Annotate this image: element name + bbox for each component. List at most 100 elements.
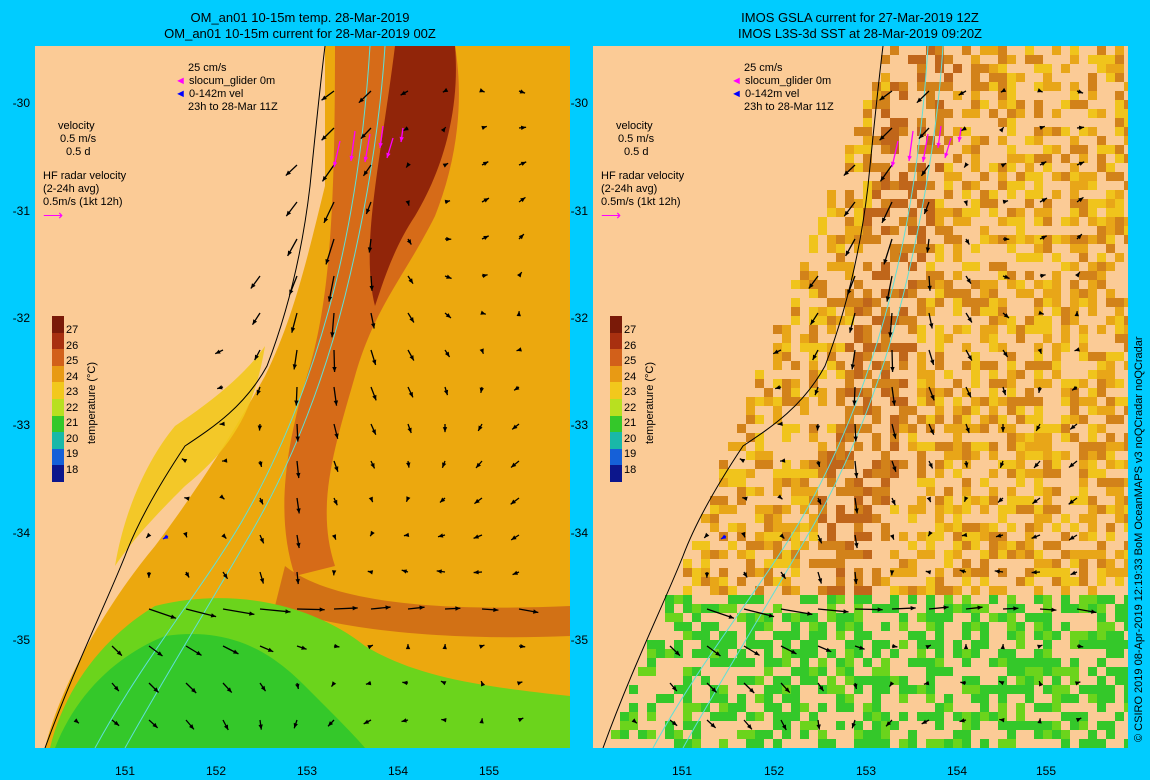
sst-pixel	[881, 379, 890, 388]
current-arrow-head	[889, 681, 895, 687]
current-arrow-head	[473, 534, 480, 539]
colorbar-segment	[610, 316, 622, 333]
sst-pixel	[818, 559, 827, 568]
sst-pixel	[809, 631, 818, 640]
sst-pixel	[1115, 298, 1124, 307]
sst-pixel	[863, 397, 872, 406]
sst-pixel	[1115, 442, 1124, 451]
sst-pixel	[791, 361, 800, 370]
sst-pixel	[998, 181, 1007, 190]
current-arrow-head	[854, 542, 859, 549]
shelf-water	[115, 346, 265, 566]
sst-pixel	[989, 163, 998, 172]
current-arrow-head	[960, 680, 966, 686]
sst-pixel	[737, 694, 746, 703]
sst-pixel	[1034, 487, 1043, 496]
sst-pixel	[899, 244, 908, 253]
current-arrow-head	[321, 135, 327, 141]
sst-pixel	[728, 505, 737, 514]
sst-pixel	[611, 730, 620, 739]
sst-pixel	[1115, 640, 1124, 649]
sst-pixel	[1025, 577, 1034, 586]
sst-pixel	[980, 82, 989, 91]
sst-pixel	[1097, 271, 1106, 280]
sst-pixel	[989, 298, 998, 307]
sst-pixel	[1124, 226, 1128, 235]
sst-pixel	[1124, 154, 1128, 163]
sst-pixel	[980, 739, 989, 748]
sst-pixel	[845, 676, 854, 685]
sst-pixel	[1007, 109, 1016, 118]
sst-pixel	[926, 622, 935, 631]
current-arrow-head	[322, 175, 328, 182]
sst-pixel	[719, 469, 728, 478]
current-arrow-head	[517, 272, 522, 278]
sst-pixel	[944, 424, 953, 433]
colorbar-segment	[610, 432, 622, 449]
sst-pixel	[1106, 649, 1115, 658]
sst-pixel	[1007, 181, 1016, 190]
sst-pixel	[1007, 730, 1016, 739]
current-arrow-head	[222, 573, 228, 579]
sst-pixel	[944, 739, 953, 748]
sst-pixel	[863, 262, 872, 271]
sst-pixel	[746, 712, 755, 721]
sst-pixel	[836, 595, 845, 604]
sst-pixel	[944, 703, 953, 712]
sst-pixel	[989, 46, 998, 55]
sst-pixel	[1088, 262, 1097, 271]
sst-pixel	[935, 100, 944, 109]
current-arrow-head	[330, 332, 335, 338]
sst-pixel	[728, 631, 737, 640]
sst-pixel	[701, 568, 710, 577]
current-arrow-head	[233, 649, 239, 654]
sst-pixel	[1007, 208, 1016, 217]
legend-scale: 25 cm/s	[188, 62, 227, 74]
sst-pixel	[710, 712, 719, 721]
current-arrow-head	[964, 162, 969, 168]
sst-pixel	[827, 523, 836, 532]
sst-pixel	[764, 397, 773, 406]
sst-pixel	[872, 271, 881, 280]
hot-spot	[369, 46, 456, 306]
sst-pixel	[1025, 388, 1034, 397]
current-arrow-head	[921, 156, 927, 162]
sst-pixel	[971, 64, 980, 73]
sst-pixel	[809, 559, 818, 568]
sst-pixel	[1106, 55, 1115, 64]
sst-pixel	[935, 631, 944, 640]
current-arrow-head	[924, 208, 929, 214]
sst-pixel	[854, 739, 863, 748]
sst-pixel	[890, 568, 899, 577]
sst-pixel	[836, 343, 845, 352]
sst-pixel	[1088, 685, 1097, 694]
sst-pixel	[827, 244, 836, 253]
sst-pixel	[1034, 172, 1043, 181]
sst-pixel	[719, 604, 728, 613]
sst-pixel	[746, 487, 755, 496]
sst-pixel	[1061, 694, 1070, 703]
sst-pixel	[953, 433, 962, 442]
sst-pixel	[890, 433, 899, 442]
sst-pixel	[935, 460, 944, 469]
sst-pixel	[1079, 451, 1088, 460]
sst-pixel	[872, 406, 881, 415]
sst-pixel	[755, 595, 764, 604]
sst-pixel	[674, 613, 683, 622]
sst-pixel	[890, 721, 899, 730]
sst-pixel	[800, 487, 809, 496]
sst-pixel	[881, 523, 890, 532]
sst-pixel	[944, 604, 953, 613]
current-arrow-head	[881, 217, 887, 223]
sst-pixel	[647, 667, 656, 676]
sst-pixel	[908, 181, 917, 190]
sst-pixel	[773, 703, 782, 712]
sst-pixel	[1079, 199, 1088, 208]
sst-pixel	[1007, 325, 1016, 334]
sst-pixel	[827, 613, 836, 622]
current-vectors	[73, 87, 539, 731]
current-arrow-head	[1002, 351, 1008, 357]
sst-pixel	[989, 451, 998, 460]
current-arrow-head	[1051, 607, 1057, 612]
sst-pixel	[809, 334, 818, 343]
